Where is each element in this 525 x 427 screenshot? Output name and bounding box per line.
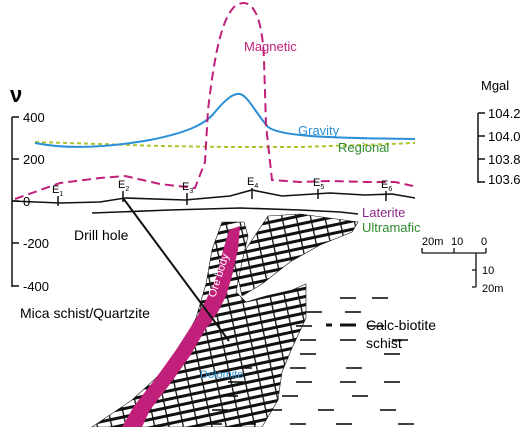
scale-v-20m: 20m — [482, 283, 503, 295]
station-ticks — [57, 188, 387, 206]
dolomite-upper-band — [237, 213, 359, 297]
left-axis-tick-400: 400 — [23, 110, 45, 125]
calc-biotite-label-line1: Calc-biotite — [366, 317, 436, 333]
calc-biotite-schist-dashes — [206, 297, 414, 425]
station-e3: E3 — [182, 181, 193, 195]
laterite-label: Laterite — [362, 205, 405, 220]
ore-body-shape — [122, 226, 240, 427]
right-axis-tick-1042: 104.2 — [488, 106, 521, 121]
left-axis-tick-200: 200 — [23, 152, 45, 167]
gravity-profile — [34, 92, 416, 148]
drill-hole-line — [122, 197, 230, 342]
drill-hole-label: Drill hole — [74, 227, 129, 243]
ore-body-tip — [196, 300, 214, 334]
calc-biotite-label-line2: schist — [366, 335, 402, 351]
right-axis-tick-1038: 103.8 — [488, 152, 521, 167]
gravity-label: Gravity — [298, 123, 340, 138]
left-axis-tick-neg200: -200 — [23, 236, 49, 251]
station-e2: E2 — [118, 179, 129, 193]
north-symbol-icon: ν — [10, 82, 22, 107]
left-axis — [11, 116, 19, 287]
station-e4: E4 — [247, 176, 258, 190]
scale-bar — [421, 248, 487, 288]
regional-profile — [34, 141, 416, 148]
scale-v-10: 10 — [482, 265, 494, 277]
left-axis-tick-neg400: -400 — [23, 279, 49, 294]
right-axis-unit: Mgal — [481, 78, 509, 93]
station-e6: E6 — [381, 179, 392, 193]
dolomite-label: Dolomite — [200, 369, 243, 381]
scale-h-10: 10 — [451, 236, 463, 248]
scale-h-20m: 20m — [422, 236, 443, 248]
magnetic-label: Magnetic — [244, 39, 297, 54]
ground-surface — [11, 189, 416, 204]
ultramafic-boundary — [91, 207, 359, 215]
right-axis — [477, 112, 485, 183]
station-e5: E5 — [313, 177, 324, 191]
right-axis-tick-1040: 104.0 — [488, 129, 521, 144]
ultramafic-label: Ultramafic — [362, 220, 421, 235]
left-axis-tick-0: 0 — [23, 194, 30, 209]
regional-label: Regional — [338, 140, 389, 155]
magnetic-profile — [14, 2, 414, 200]
mica-schist-label: Mica schist/Quartzite — [20, 305, 150, 321]
station-e1: E1 — [52, 184, 63, 198]
right-axis-tick-1036: 103.6 — [488, 172, 521, 187]
scale-h-0: 0 — [481, 236, 487, 248]
